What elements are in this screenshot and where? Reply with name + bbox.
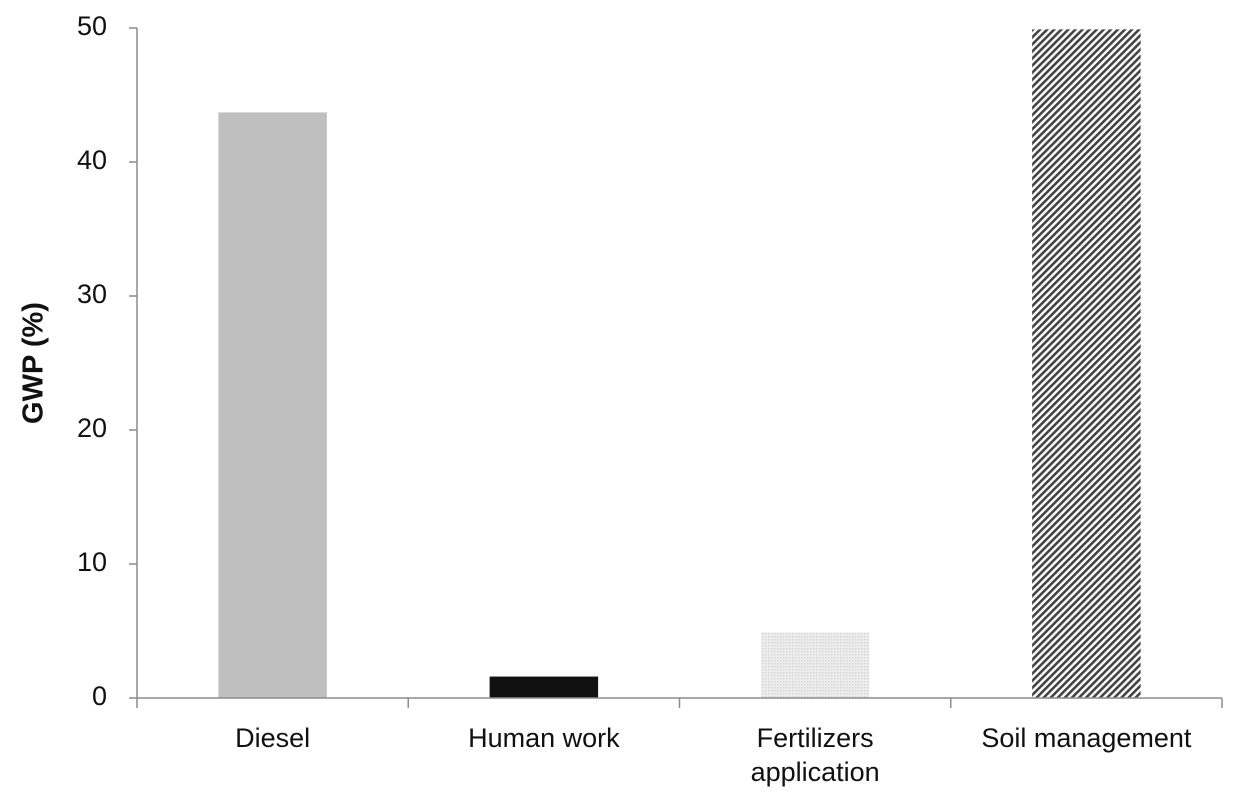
y-axis-label: GWP (%) xyxy=(18,302,50,424)
y-tick-label: 30 xyxy=(77,279,107,309)
y-tick-label: 40 xyxy=(77,145,107,175)
y-tick-label: 50 xyxy=(77,11,107,41)
x-tick-label: Fertilizers application xyxy=(751,723,880,787)
bar xyxy=(218,112,327,699)
bar xyxy=(489,676,599,698)
bar xyxy=(1032,29,1141,698)
y-tick-label: 0 xyxy=(92,681,107,711)
x-tick-label: Soil management xyxy=(981,723,1192,753)
y-tick-label: 10 xyxy=(77,547,107,577)
x-tick-label: Human work xyxy=(468,723,620,753)
bar xyxy=(760,632,870,698)
x-tick-label: Diesel xyxy=(235,723,310,753)
y-tick-label: 20 xyxy=(77,413,107,443)
